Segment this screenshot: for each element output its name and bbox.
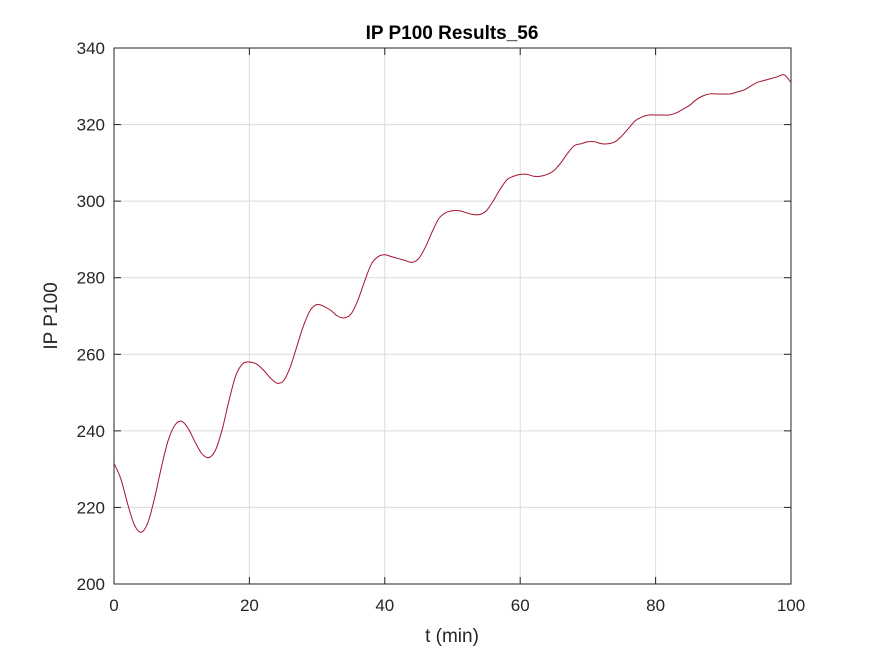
y-tick-label: 320 bbox=[77, 116, 105, 135]
series-line bbox=[113, 74, 792, 533]
x-tick-label: 40 bbox=[375, 596, 394, 615]
x-tick-label: 60 bbox=[511, 596, 530, 615]
chart-title: IP P100 Results_56 bbox=[366, 23, 539, 44]
x-tick-label: 100 bbox=[777, 596, 805, 615]
x-tick-labels: 0 20 40 60 80 100 bbox=[109, 596, 805, 615]
x-tick-label: 20 bbox=[240, 596, 259, 615]
axes-box bbox=[113, 47, 792, 585]
y-tick-label: 220 bbox=[77, 498, 105, 517]
y-tick-label: 260 bbox=[77, 345, 105, 364]
series-layer bbox=[113, 74, 792, 533]
y-tick-label: 200 bbox=[77, 575, 105, 594]
y-tick-label: 240 bbox=[77, 422, 105, 441]
plot-area bbox=[114, 48, 791, 584]
y-tick-label: 280 bbox=[77, 269, 105, 288]
axis-ticks bbox=[113, 47, 792, 585]
x-tick-label: 0 bbox=[109, 596, 118, 615]
x-axis-label: t (min) bbox=[425, 626, 479, 647]
y-axis-label: IP P100 bbox=[41, 282, 62, 349]
y-tick-label: 300 bbox=[77, 192, 105, 211]
y-tick-labels: 200 220 240 260 280 300 320 340 bbox=[77, 39, 105, 594]
x-tick-label: 80 bbox=[646, 596, 665, 615]
y-tick-label: 340 bbox=[77, 39, 105, 58]
